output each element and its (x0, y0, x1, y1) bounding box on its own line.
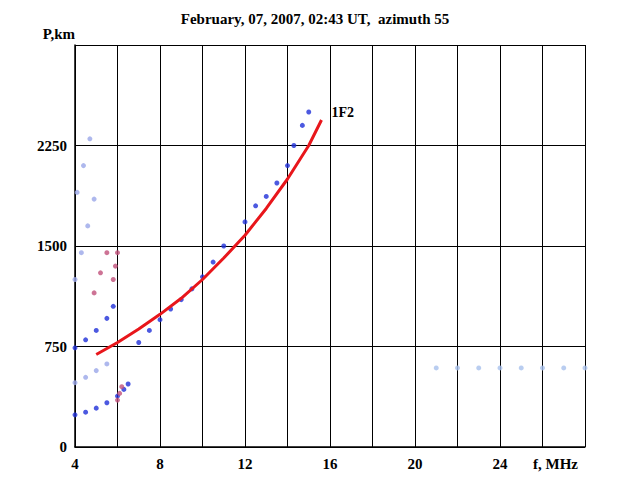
svg-text:1F2: 1F2 (332, 105, 355, 120)
svg-text:24: 24 (493, 456, 509, 472)
svg-text:750: 750 (45, 339, 68, 355)
svg-text:0: 0 (60, 439, 68, 455)
svg-text:4: 4 (71, 456, 79, 472)
svg-text:2250: 2250 (37, 138, 67, 154)
svg-text:f, MHz: f, MHz (533, 456, 578, 472)
svg-text:P,km: P,km (43, 26, 76, 42)
svg-text:February, 07, 2007, 02:43 UT,: February, 07, 2007, 02:43 UT, azimuth 55 (181, 11, 449, 27)
svg-text:12: 12 (238, 456, 253, 472)
svg-text:8: 8 (156, 456, 164, 472)
svg-text:20: 20 (408, 456, 423, 472)
svg-text:16: 16 (323, 456, 339, 472)
svg-text:1500: 1500 (37, 238, 67, 254)
